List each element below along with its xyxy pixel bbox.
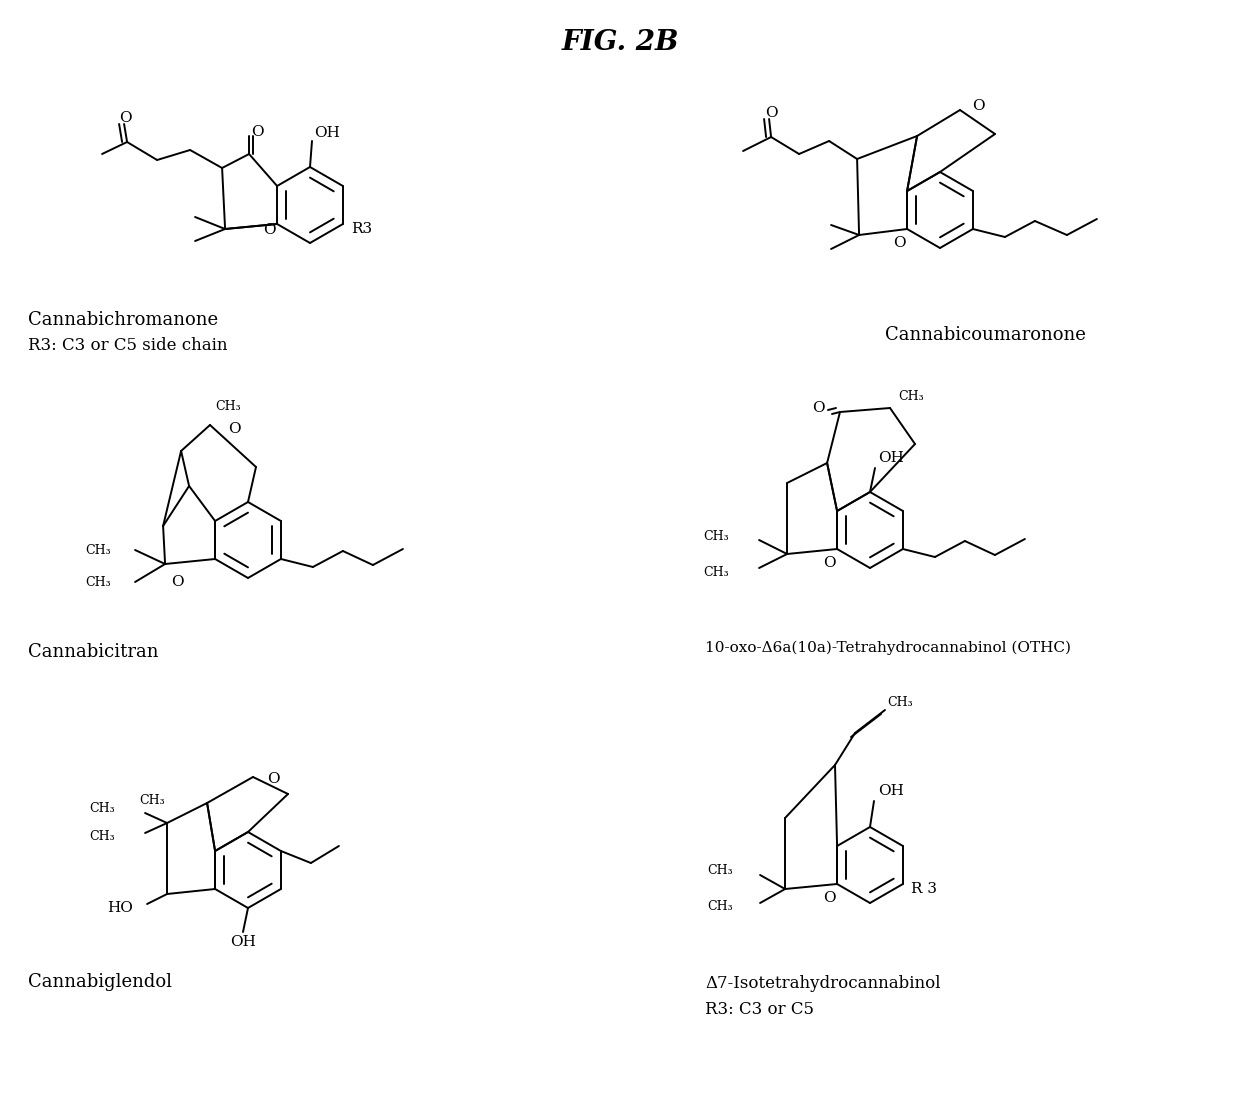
- Text: Cannabicitran: Cannabicitran: [29, 643, 159, 661]
- Text: OH: OH: [878, 784, 904, 798]
- Text: Δ7-Isotetrahydrocannabinol: Δ7-Isotetrahydrocannabinol: [706, 975, 940, 991]
- Text: OH: OH: [878, 450, 904, 465]
- Text: CH₃: CH₃: [86, 575, 112, 589]
- Text: CH₃: CH₃: [139, 795, 165, 807]
- Text: O: O: [228, 421, 241, 436]
- Text: OH: OH: [314, 126, 340, 140]
- Text: O: O: [823, 556, 836, 570]
- Text: O: O: [119, 112, 131, 125]
- Text: O: O: [812, 401, 825, 415]
- Text: Cannabichromanone: Cannabichromanone: [29, 311, 218, 329]
- Text: CH₃: CH₃: [89, 803, 115, 815]
- Text: CH₃: CH₃: [89, 831, 115, 844]
- Text: O: O: [972, 99, 985, 113]
- Text: O: O: [171, 575, 184, 589]
- Text: CH₃: CH₃: [887, 696, 913, 708]
- Text: HO: HO: [107, 901, 133, 915]
- Text: O: O: [263, 223, 275, 237]
- Text: R3: C3 or C5 side chain: R3: C3 or C5 side chain: [29, 337, 227, 353]
- Text: OH: OH: [229, 935, 255, 949]
- Text: CH₃: CH₃: [898, 389, 924, 403]
- Text: CH₃: CH₃: [708, 901, 733, 913]
- Text: O: O: [765, 106, 777, 120]
- Text: Cannabicoumaronone: Cannabicoumaronone: [885, 326, 1086, 345]
- Text: R 3: R 3: [911, 882, 937, 896]
- Text: O: O: [823, 891, 836, 905]
- Text: Cannabiglendol: Cannabiglendol: [29, 973, 172, 991]
- Text: FIG. 2B: FIG. 2B: [562, 29, 678, 56]
- Text: CH₃: CH₃: [86, 543, 112, 556]
- Text: CH₃: CH₃: [215, 400, 241, 414]
- Text: O: O: [250, 125, 264, 139]
- Text: CH₃: CH₃: [703, 530, 729, 543]
- Text: O: O: [267, 772, 280, 786]
- Text: CH₃: CH₃: [703, 565, 729, 579]
- Text: CH₃: CH₃: [708, 864, 733, 878]
- Text: R3: R3: [351, 222, 372, 236]
- Text: 10-oxo-Δ6a(10a)-Tetrahydrocannabinol (OTHC): 10-oxo-Δ6a(10a)-Tetrahydrocannabinol (OT…: [706, 641, 1071, 656]
- Text: R3: C3 or C5: R3: C3 or C5: [706, 1001, 813, 1018]
- Text: O: O: [893, 236, 905, 250]
